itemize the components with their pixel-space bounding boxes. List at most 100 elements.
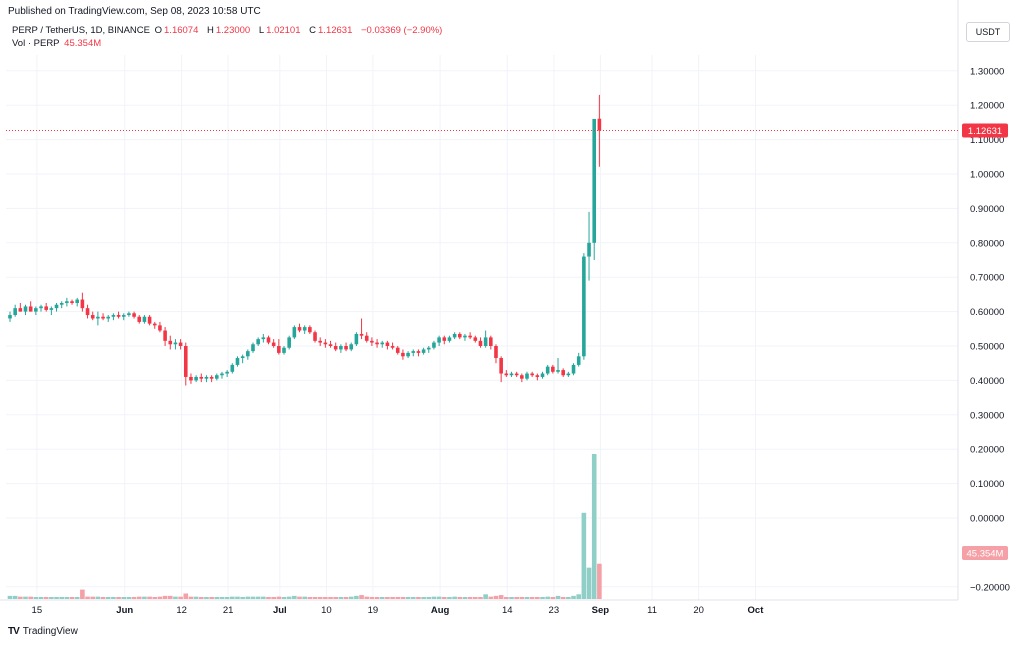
volume-bar	[566, 597, 571, 599]
x-tick-label: 11	[647, 605, 657, 616]
candle-body	[561, 370, 565, 376]
candle-body	[499, 358, 503, 374]
volume-bar	[473, 597, 478, 599]
volume-bar	[447, 597, 452, 599]
volume-bar	[312, 597, 318, 599]
volume-bar	[529, 597, 535, 599]
volume-bar	[581, 512, 587, 599]
candle-body	[551, 366, 555, 372]
volume-bar	[436, 596, 442, 599]
volume-bar	[462, 597, 468, 599]
volume-bar	[400, 597, 406, 599]
candle-body	[597, 118, 602, 131]
volume-bar	[457, 597, 463, 599]
candle-body	[344, 346, 348, 350]
candle-body	[34, 308, 38, 312]
symbol-name[interactable]: PERP / TetherUS, 1D, BINANCE	[12, 25, 150, 36]
volume-bar	[193, 596, 199, 599]
candle-body	[142, 316, 147, 322]
volume-bar	[550, 597, 556, 599]
candle-body	[111, 315, 116, 317]
tradingview-brand[interactable]: TV TradingView	[8, 626, 78, 637]
volume-bar	[555, 595, 561, 599]
volume-bar	[178, 596, 183, 599]
y-tick-label: 0.80000	[970, 238, 1004, 249]
volume-bar	[571, 595, 576, 599]
volume-bar	[100, 597, 106, 599]
candle-body	[540, 373, 545, 377]
volume-bar	[338, 597, 344, 599]
volume-bar	[240, 597, 245, 599]
volume-bar	[95, 596, 101, 599]
candle-body	[504, 373, 509, 376]
candle-body	[39, 306, 43, 309]
candle-body	[514, 373, 519, 376]
last-volume-label: 45.354M	[967, 549, 1004, 560]
volume-bar	[28, 596, 33, 599]
candle-body	[246, 351, 250, 357]
candle-body	[96, 316, 100, 319]
candle-body	[23, 306, 28, 312]
candle-body	[566, 373, 571, 376]
volume-bar	[85, 596, 90, 599]
candle-body	[158, 325, 162, 331]
volume-bar	[54, 597, 59, 599]
candle-body	[313, 332, 317, 341]
candle-body	[173, 342, 178, 345]
volume-bar	[421, 597, 426, 599]
volume-bar	[323, 597, 328, 599]
candle-body	[168, 340, 173, 345]
volume-bar	[348, 596, 354, 599]
candle-body	[13, 308, 17, 316]
x-tick-label: Aug	[431, 605, 450, 616]
candle-body	[457, 333, 462, 338]
y-tick-label: 0.90000	[970, 204, 1004, 215]
volume-bar	[126, 597, 132, 599]
volume-bar	[452, 596, 457, 599]
volume-bar	[302, 596, 307, 599]
x-tick-label: 14	[502, 605, 513, 616]
candle-body	[292, 327, 297, 338]
candle-body	[385, 342, 390, 346]
candle-body	[220, 373, 224, 376]
open-value: 1.16074	[164, 25, 199, 36]
volume-bar	[43, 597, 49, 599]
volume-bar	[488, 596, 494, 599]
volume-bar	[255, 596, 261, 599]
candle-body	[18, 308, 23, 312]
y-tick-label: 0.40000	[970, 376, 1004, 387]
x-tick-label: 23	[549, 605, 560, 616]
candle-body	[266, 337, 271, 343]
candle-body	[432, 342, 436, 348]
candle-body	[70, 301, 74, 303]
volume-bar	[245, 596, 251, 599]
volume-bar	[214, 597, 220, 599]
candle-body	[121, 315, 126, 317]
candle-body	[452, 333, 457, 338]
volume-bar	[333, 597, 339, 599]
volume-bar	[266, 597, 271, 599]
candle-body	[240, 356, 245, 359]
candle-body	[333, 346, 338, 350]
candle-body	[401, 352, 405, 357]
volume-bar	[504, 597, 509, 599]
currency-button[interactable]: USDT	[966, 22, 1010, 42]
volume-bar	[354, 595, 359, 599]
candle-body	[535, 375, 540, 377]
volume-bar	[230, 596, 235, 599]
candle-body	[349, 344, 354, 350]
volume-bar	[307, 597, 313, 599]
volume-bar	[597, 563, 602, 599]
candle-body	[256, 339, 260, 345]
volume-bar	[576, 594, 581, 599]
candle-body	[75, 299, 80, 303]
volume-bar	[343, 597, 349, 599]
high-value: 1.23000	[215, 25, 251, 36]
volume-label[interactable]: Vol · PERP	[12, 38, 60, 49]
x-tick-label: 15	[32, 605, 43, 616]
volume-bar	[147, 596, 152, 599]
volume-bar	[142, 596, 147, 599]
candle-body	[463, 335, 467, 338]
volume-bar	[59, 597, 64, 599]
